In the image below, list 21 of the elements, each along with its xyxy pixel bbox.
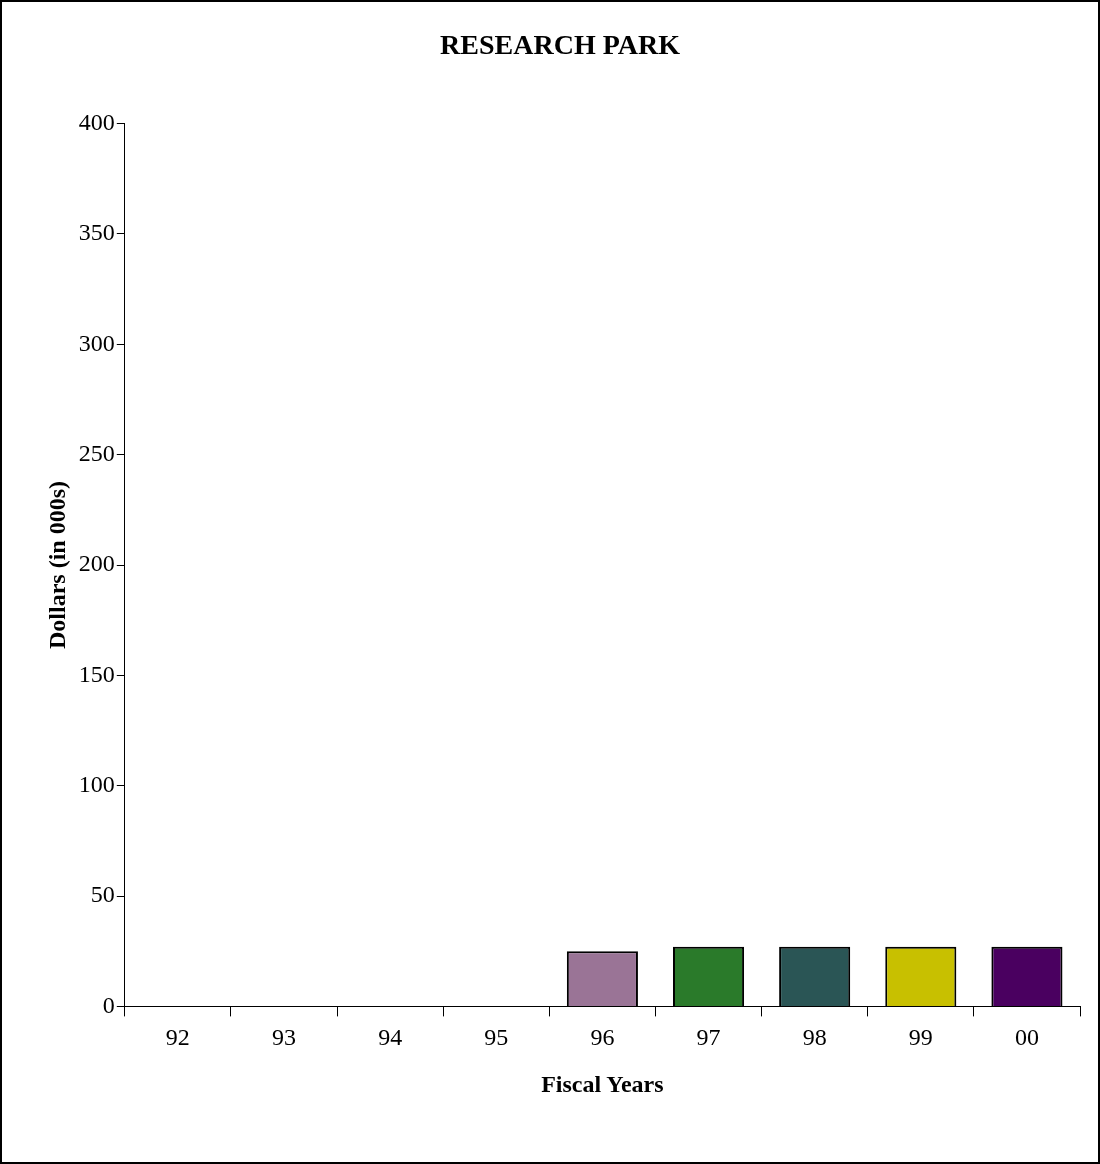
y-tick-label: 350	[78, 219, 115, 246]
x-tick-label: 99	[908, 1024, 933, 1051]
x-tick-label: 00	[1014, 1024, 1039, 1051]
y-tick-label: 200	[78, 550, 115, 577]
x-tick-label: 92	[165, 1024, 190, 1051]
y-tick-label: 400	[78, 108, 115, 135]
x-tick-label: 98	[802, 1024, 827, 1051]
y-tick-label: 150	[78, 660, 115, 687]
x-tick-label: 96	[590, 1024, 615, 1051]
y-tick-label: 0	[102, 991, 115, 1018]
y-axis-title: Dollars (in 000s)	[43, 481, 70, 649]
x-tick-label: 95	[484, 1024, 509, 1051]
x-axis-title: Fiscal Years	[541, 1070, 664, 1097]
y-tick-label: 250	[78, 439, 115, 466]
x-tick-label: 93	[272, 1024, 296, 1051]
x-tick-label: 94	[378, 1024, 403, 1051]
x-tick-label: 97	[696, 1024, 721, 1051]
y-tick-label: 300	[78, 329, 115, 356]
y-tick-label: 50	[90, 881, 115, 908]
y-tick-label: 100	[78, 771, 115, 797]
chart-title: RESEARCH PARK	[440, 29, 681, 61]
